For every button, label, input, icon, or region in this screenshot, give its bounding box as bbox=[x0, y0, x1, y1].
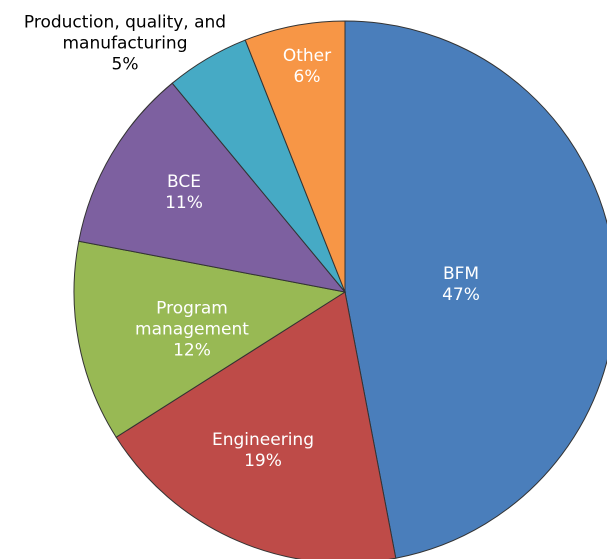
category-label: Engineering bbox=[212, 430, 314, 450]
pie-slice bbox=[344, 20, 607, 559]
value-label: 19% bbox=[244, 451, 282, 471]
slice-label: BFM 47% bbox=[401, 264, 521, 306]
category-label: BCE bbox=[167, 172, 201, 192]
value-label: 5% bbox=[111, 54, 139, 75]
value-label: 11% bbox=[165, 193, 203, 213]
pie-slice bbox=[244, 20, 346, 293]
slice-label: Program management 12% bbox=[117, 299, 267, 362]
category-label: Production, quality, and manufacturing bbox=[23, 12, 227, 54]
value-label: 47% bbox=[442, 285, 480, 305]
value-label: 12% bbox=[173, 340, 211, 361]
slice-label: BCE 11% bbox=[134, 172, 234, 214]
category-label: Other bbox=[282, 46, 332, 66]
category-label: BFM bbox=[442, 264, 480, 284]
pie-slice bbox=[73, 240, 347, 438]
value-label: 6% bbox=[293, 67, 321, 87]
pie-slice bbox=[78, 82, 347, 293]
category-label: Program management bbox=[135, 298, 249, 340]
slice-label: Other 6% bbox=[267, 46, 347, 88]
slice-label: Engineering 19% bbox=[183, 430, 343, 472]
slice-label: Production, quality, and manufacturing 5% bbox=[0, 13, 250, 76]
pie-slice bbox=[115, 291, 397, 559]
